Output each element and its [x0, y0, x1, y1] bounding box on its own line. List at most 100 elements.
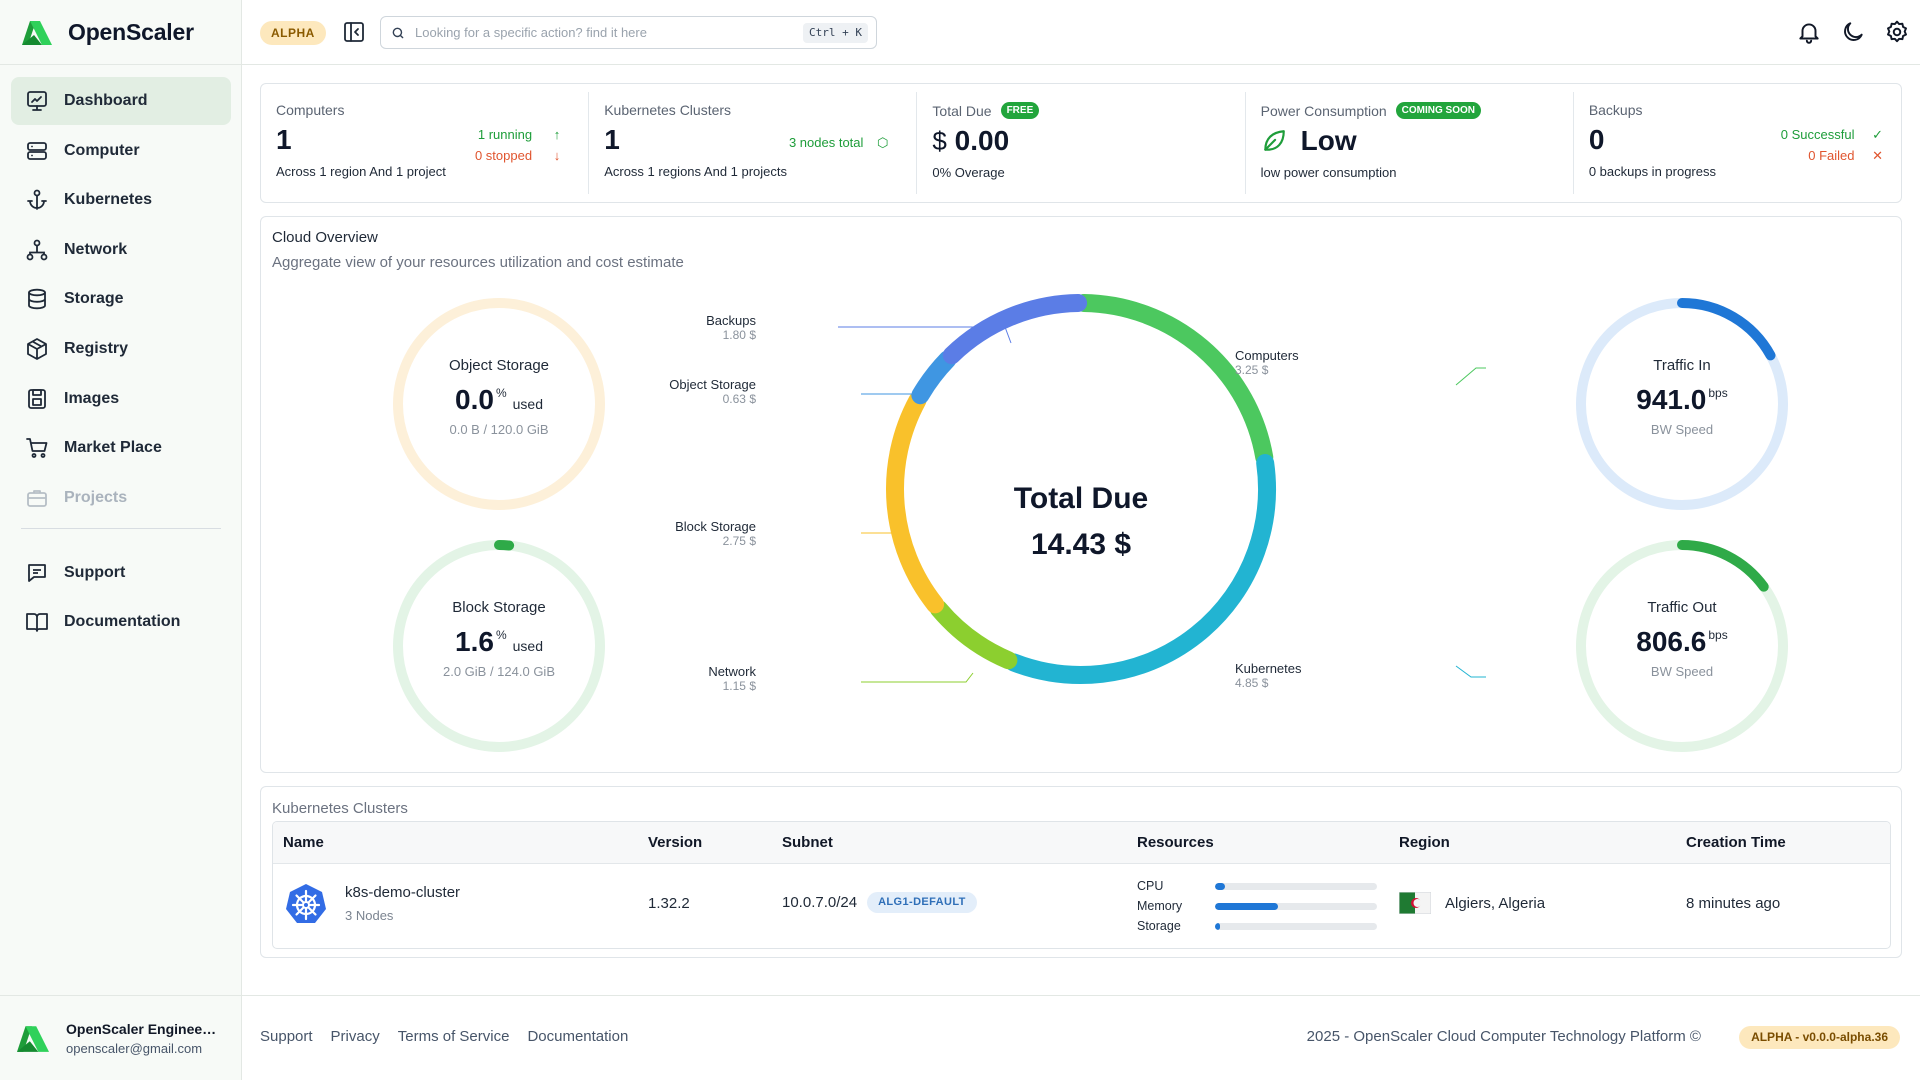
briefcase-icon: [27, 489, 47, 507]
sidebar-item-label: Computer: [64, 141, 140, 159]
user-email: openscaler@gmail.com: [66, 1040, 203, 1056]
sidebar-item-support[interactable]: Support: [11, 549, 231, 597]
donut-label-computers: Computers 3.25 $: [1235, 348, 1299, 378]
stat-kubernetes[interactable]: Kubernetes Clusters 1 Across 1 regions A…: [589, 92, 918, 194]
sidebar-item-projects[interactable]: Projects: [11, 474, 231, 522]
resource-storage: Storage: [1137, 916, 1377, 936]
sidebar-item-label: Storage: [64, 290, 124, 308]
label-name: Computers: [1235, 348, 1299, 363]
search-bar[interactable]: Ctrl + K: [380, 16, 877, 49]
brand[interactable]: OpenScaler: [0, 0, 241, 65]
stat-total-due[interactable]: Total Due FREE $ 0.00 0% Overage: [917, 92, 1246, 194]
column-header-creation-time[interactable]: Creation Time: [1686, 834, 1786, 851]
column-header-resources[interactable]: Resources: [1137, 834, 1214, 851]
traffic-in-gauge[interactable]: Traffic In 941.0 bps BW Speed: [1567, 289, 1797, 519]
sidebar-item-documentation[interactable]: Documentation: [11, 598, 231, 646]
sidebar-item-market-place[interactable]: Market Place: [11, 424, 231, 472]
sidebar-item-label: Documentation: [64, 613, 181, 631]
user-name: OpenScaler Engineeri...: [66, 1020, 218, 1037]
table-row[interactable]: k8s-demo-cluster 3 Nodes 1.32.2 10.0.7.0…: [273, 864, 1890, 948]
table-header: Name Version Subnet Resources Region Cre…: [273, 822, 1890, 864]
gauge-unit-sup: bps: [1708, 386, 1728, 400]
gauge-text: Traffic In 941.0 bps BW Speed: [1567, 289, 1797, 437]
gauge-value: 0.0% used: [384, 384, 614, 416]
failed-count: 0 Failed: [1808, 148, 1855, 163]
currency-symbol: $: [932, 126, 947, 156]
donut-segment-kubernetes[interactable]: [1004, 454, 1276, 684]
column-header-name[interactable]: Name: [283, 834, 324, 851]
sidebar-item-label: Market Place: [64, 439, 162, 457]
gauge-number: 941.0: [1636, 384, 1707, 415]
search-input[interactable]: [415, 25, 795, 40]
resource-memory: Memory: [1137, 896, 1377, 916]
donut-segment-network[interactable]: [929, 599, 1018, 670]
block-storage-gauge[interactable]: Block Storage 1.6% used 2.0 GiB / 124.0 G…: [384, 531, 614, 761]
gauge-unit: used: [512, 638, 543, 654]
footer-link-privacy[interactable]: Privacy: [330, 1028, 380, 1045]
user-profile[interactable]: OpenScaler Engineeri... openscaler@gmail…: [0, 995, 241, 1080]
column-header-subnet[interactable]: Subnet: [782, 834, 833, 851]
traffic-out-gauge[interactable]: Traffic Out 806.6 bps BW Speed: [1567, 531, 1797, 761]
sidebar-toggle-icon[interactable]: [342, 20, 366, 44]
stat-label: Backups: [1588, 102, 1643, 118]
label-value: 0.63 $: [722, 392, 756, 406]
gauge-label: Block Storage: [452, 599, 546, 616]
stat-backups[interactable]: Backups 0 0 backups in progress 0 Succes…: [1574, 92, 1901, 194]
stat-label: Total Due: [932, 102, 992, 119]
sidebar-item-dashboard[interactable]: Dashboard: [11, 77, 231, 125]
gauge-number: 1.6: [455, 626, 494, 657]
donut-segment-block-storage[interactable]: [886, 391, 945, 614]
stat-subtext: 0% Overage: [932, 165, 1005, 180]
stat-value-row: Low: [1261, 125, 1558, 157]
sidebar-item-kubernetes[interactable]: Kubernetes: [11, 176, 231, 224]
cluster-name[interactable]: k8s-demo-cluster: [345, 884, 461, 901]
gauge-text: Object Storage 0.0% used 0.0 B / 120.0 Gi…: [384, 289, 614, 437]
gauge-text: Block Storage 1.6% used 2.0 GiB / 124.0 G…: [384, 531, 614, 679]
search-icon: [392, 27, 404, 38]
label-value: 2.75 $: [722, 534, 756, 548]
sidebar: OpenScaler Dashboard Computer Kubernetes…: [0, 0, 242, 1080]
column-header-version[interactable]: Version: [648, 834, 703, 851]
sidebar-item-images[interactable]: Images: [11, 375, 231, 423]
algeria-flag-icon: [1399, 892, 1431, 914]
gauge-detail: 0.0 B / 120.0 GiB: [449, 422, 549, 437]
donut-center-title: Total Due: [1014, 482, 1148, 515]
topbar: ALPHA Ctrl + K: [242, 0, 1920, 65]
sidebar-item-registry[interactable]: Registry: [11, 325, 231, 373]
sidebar-item-computer[interactable]: Computer: [11, 127, 231, 175]
sidebar-item-network[interactable]: Network: [11, 226, 231, 274]
overview-subtitle: Aggregate view of your resources utiliza…: [272, 254, 684, 271]
object-storage-gauge[interactable]: Object Storage 0.0% used 0.0 B / 120.0 Gi…: [384, 289, 614, 519]
gauge-unit: used: [512, 396, 543, 412]
gauge-label: Object Storage: [448, 357, 550, 374]
cost-donut-chart[interactable]: Total Due 14.43 $: [861, 269, 1301, 709]
gauge-detail: BW Speed: [1650, 422, 1714, 437]
sidebar-item-label: Registry: [64, 339, 129, 357]
gauge-ring: [393, 298, 605, 510]
donut-segment-computers[interactable]: [1074, 294, 1274, 467]
donut-segment-backups[interactable]: [942, 294, 1088, 365]
footer-link-support[interactable]: Support: [260, 1028, 313, 1045]
stat-label: Power Consumption: [1260, 102, 1387, 119]
cluster-created: 8 minutes ago: [1686, 895, 1781, 912]
column-header-region[interactable]: Region: [1399, 834, 1450, 851]
arrow-down-icon: ↓: [553, 148, 561, 163]
settings-button[interactable]: [1884, 19, 1910, 45]
stat-value: 1: [604, 124, 620, 155]
footer-link-documentation[interactable]: Documentation: [527, 1028, 629, 1045]
sidebar-item-storage[interactable]: Storage: [11, 275, 231, 323]
donut-label-backups: Backups 1.80 $: [641, 313, 756, 343]
stat-computers[interactable]: Computers 1 Across 1 region And 1 projec…: [261, 92, 590, 194]
alpha-badge: ALPHA: [260, 21, 326, 45]
cloud-overview: Cloud Overview Aggregate view of your re…: [260, 216, 1902, 773]
stat-power[interactable]: Power Consumption COMING SOON Low low pow…: [1246, 92, 1574, 194]
footer: Support Privacy Terms of Service Documen…: [242, 995, 1920, 1080]
gauge-unit-sup: bps: [1708, 628, 1728, 642]
footer-link-terms[interactable]: Terms of Service: [397, 1028, 510, 1045]
arrow-up-icon: ↑: [553, 127, 561, 142]
notifications-button[interactable]: [1796, 19, 1822, 45]
donut-segment-object-storage[interactable]: [911, 350, 957, 405]
version-badge: ALPHA - v0.0.0-alpha.36: [1739, 1026, 1900, 1049]
theme-toggle-button[interactable]: [1840, 19, 1866, 45]
donut-label-network: Network 1.15 $: [641, 664, 756, 694]
